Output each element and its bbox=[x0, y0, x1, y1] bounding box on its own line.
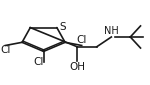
Text: Cl: Cl bbox=[76, 35, 87, 45]
Text: Cl: Cl bbox=[33, 57, 43, 67]
Text: OH: OH bbox=[69, 62, 85, 72]
Text: NH: NH bbox=[104, 26, 119, 36]
Text: S: S bbox=[59, 22, 66, 32]
Text: Cl: Cl bbox=[0, 45, 11, 56]
